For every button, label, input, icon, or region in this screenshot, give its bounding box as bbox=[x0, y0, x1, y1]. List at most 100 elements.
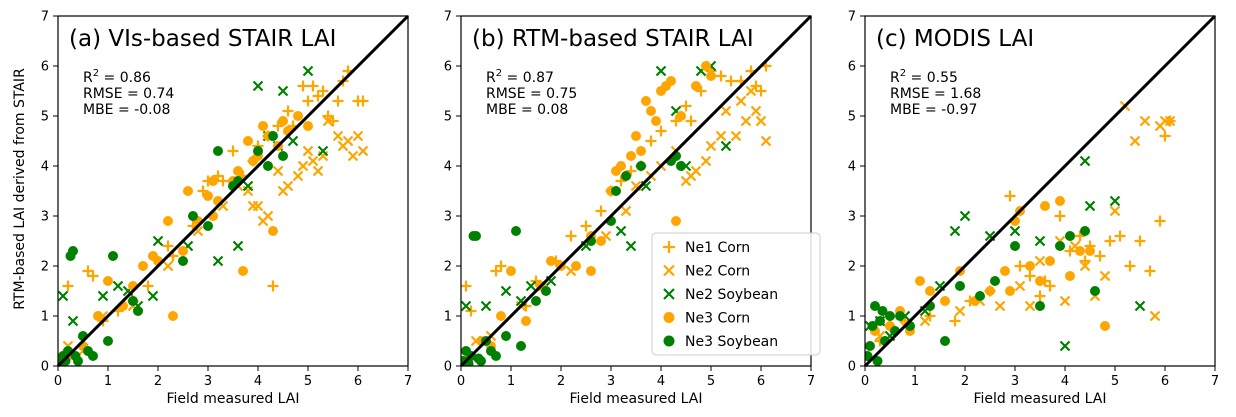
x-tick-label: 4 bbox=[254, 374, 262, 389]
point-ne1-corn-stroke bbox=[465, 305, 477, 317]
point-ne2-corn bbox=[1059, 295, 1071, 307]
point-ne1-corn bbox=[755, 85, 767, 97]
point-ne1-corn bbox=[615, 175, 627, 187]
rmse-text: RMSE = 1.68 bbox=[890, 86, 981, 102]
point-ne1-corn bbox=[1074, 230, 1086, 242]
point-ne2-corn bbox=[342, 135, 354, 147]
legend-marker-stroke bbox=[663, 241, 675, 253]
point-ne3-soybean bbox=[885, 311, 895, 321]
point-ne2-corn bbox=[272, 165, 284, 177]
point-ne2-soybean-stroke bbox=[625, 240, 637, 252]
point-ne2-corn bbox=[685, 170, 697, 182]
plot-frame bbox=[57, 15, 409, 367]
rmse-text: RMSE = 0.74 bbox=[83, 86, 174, 102]
point-ne1-corn bbox=[357, 95, 369, 107]
point-ne3-soybean bbox=[955, 281, 965, 291]
point-ne2-soybean bbox=[277, 85, 289, 97]
point-ne3-soybean bbox=[88, 351, 98, 361]
point-ne1-corn bbox=[317, 85, 329, 97]
point-ne3-corn bbox=[631, 131, 641, 141]
point-ne2-corn-stroke bbox=[685, 170, 697, 182]
point-ne3-corn bbox=[1005, 286, 1015, 296]
point-ne2-soybean-stroke bbox=[655, 65, 667, 77]
point-ne2-corn bbox=[750, 105, 762, 117]
panel-title: (b) RTM-based STAIR LAI bbox=[472, 26, 754, 52]
point-ne2-corn-stroke bbox=[1139, 115, 1151, 127]
y-tick-label: 7 bbox=[848, 10, 856, 25]
point-ne3-corn bbox=[641, 96, 651, 106]
x-tick-label: 7 bbox=[807, 374, 815, 389]
point-ne3-corn bbox=[666, 76, 676, 86]
point-ne1-corn-stroke bbox=[949, 315, 961, 327]
point-ne3-corn bbox=[163, 216, 173, 226]
legend-marker bbox=[663, 264, 675, 277]
point-ne3-corn bbox=[148, 251, 158, 261]
point-ne1-corn-stroke bbox=[615, 175, 627, 187]
panel-b: 00 1 1 2 2 3 3 4 4 5 5 6 6 7 7 (b) RTM-based STAIR LAI R… bbox=[444, 10, 815, 408]
y-tick-label: 0 bbox=[41, 360, 49, 375]
point-ne2-corn bbox=[1034, 255, 1046, 267]
point-ne3-soybean bbox=[178, 256, 188, 266]
point-ne2-corn bbox=[307, 155, 319, 167]
point-ne3-soybean bbox=[990, 276, 1000, 286]
point-ne2-corn-stroke bbox=[994, 300, 1006, 312]
point-ne1-corn-stroke bbox=[670, 115, 682, 127]
one-to-one-line bbox=[56, 14, 410, 368]
legend-label: Ne3 Corn bbox=[685, 311, 750, 327]
point-ne1-corn-stroke bbox=[1024, 270, 1036, 282]
point-ne2-soybean-stroke bbox=[287, 135, 299, 147]
point-ne1-corn bbox=[465, 305, 477, 317]
point-ne2-soybean-stroke bbox=[58, 290, 69, 302]
point-ne1-corn bbox=[1014, 260, 1026, 272]
point-ne2-corn-stroke bbox=[1059, 295, 1071, 307]
point-ne3-soybean bbox=[870, 301, 880, 311]
point-ne2-soybean bbox=[242, 180, 254, 192]
point-ne3-soybean bbox=[213, 146, 223, 156]
y-tick-label: 2 bbox=[444, 260, 452, 275]
point-ne2-soybean-stroke bbox=[1059, 340, 1071, 352]
legend-label: Ne2 Corn bbox=[685, 264, 750, 280]
point-ne3-soybean bbox=[128, 296, 138, 306]
point-ne1-corn bbox=[87, 270, 99, 282]
point-ne3-corn bbox=[103, 276, 113, 286]
point-ne1-corn bbox=[272, 120, 284, 132]
point-ne3-corn bbox=[596, 236, 606, 246]
point-ne2-soybean bbox=[959, 210, 971, 222]
point-ne2-corn-stroke bbox=[1014, 280, 1026, 292]
legend-marker bbox=[663, 312, 675, 323]
legend-label: Ne1 Corn bbox=[685, 240, 750, 256]
point-ne2-corn-stroke bbox=[745, 85, 757, 97]
legend-marker-stroke bbox=[663, 288, 675, 300]
point-ne3-soybean bbox=[611, 186, 621, 196]
point-ne1-corn bbox=[297, 80, 309, 92]
point-ne3-corn bbox=[183, 186, 193, 196]
legend-marker bbox=[663, 288, 675, 300]
point-ne1-corn-stroke bbox=[282, 105, 294, 117]
point-ne1-corn bbox=[655, 125, 667, 137]
point-ne2-corn bbox=[312, 165, 324, 177]
point-ne2-soybean bbox=[1079, 155, 1091, 167]
point-ne3-soybean bbox=[516, 341, 526, 351]
point-ne3-corn bbox=[571, 261, 581, 271]
point-ne2-corn bbox=[919, 315, 931, 327]
point-ne1-corn-stroke bbox=[655, 125, 667, 137]
point-ne2-corn-stroke bbox=[292, 170, 304, 182]
point-ne3-corn bbox=[258, 121, 268, 131]
point-ne1-corn-stroke bbox=[1014, 260, 1026, 272]
point-ne1-corn bbox=[725, 75, 737, 87]
y-tick-label: 7 bbox=[41, 10, 49, 25]
y-tick-label: 1 bbox=[848, 310, 856, 325]
point-ne3-soybean bbox=[203, 221, 213, 231]
x-tick-label: 4 bbox=[657, 374, 665, 389]
y-tick-label: 6 bbox=[41, 60, 49, 75]
point-ne1-corn-stroke bbox=[695, 85, 707, 97]
point-ne3-corn bbox=[1085, 246, 1095, 256]
point-ne1-corn-stroke bbox=[580, 220, 592, 232]
point-ne3-soybean bbox=[68, 246, 78, 256]
point-ne1-corn-stroke bbox=[272, 120, 284, 132]
point-ne1-corn bbox=[162, 240, 174, 252]
point-ne2-corn bbox=[994, 300, 1006, 312]
point-ne1-corn-stroke bbox=[924, 310, 936, 322]
point-ne2-corn-stroke bbox=[342, 135, 354, 147]
point-ne1-corn bbox=[1159, 130, 1171, 142]
